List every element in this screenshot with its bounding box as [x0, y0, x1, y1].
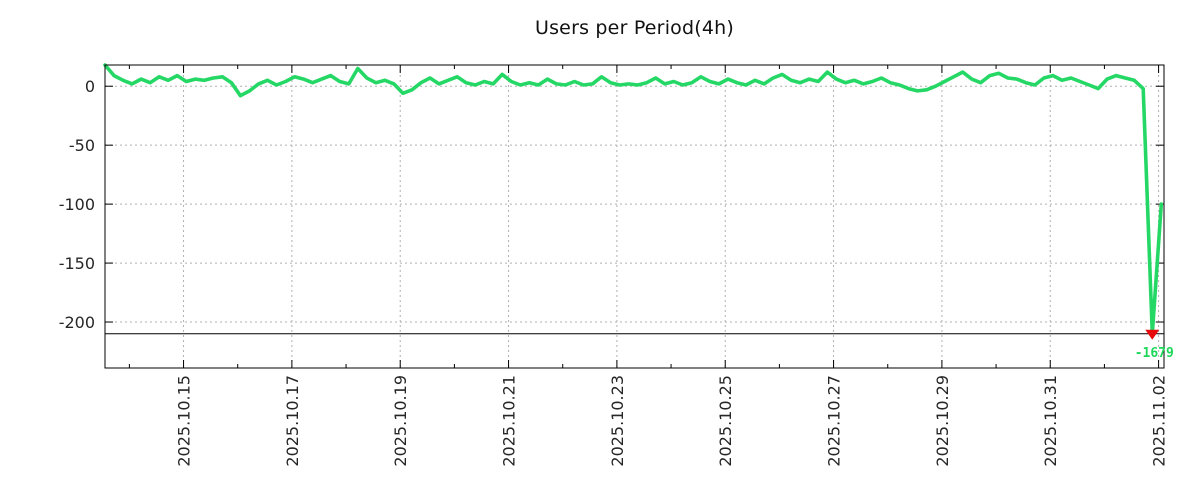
min-value-label: -1679 [1135, 346, 1174, 361]
chart-title: Users per Period(4h) [534, 17, 735, 39]
y-tick-label: -50 [69, 136, 95, 155]
y-tick-label: 0 [85, 77, 95, 96]
x-tick-label: 2025.10.31 [1041, 375, 1060, 467]
plot-border [104, 64, 1165, 369]
x-tick-label: 2025.11.02 [1150, 375, 1169, 467]
min-marker-triangle-icon [1145, 329, 1160, 340]
x-tick-label: 2025.10.27 [825, 375, 844, 467]
x-tick-label: 2025.10.19 [391, 375, 410, 467]
y-tick-label: -100 [59, 195, 95, 214]
x-tick-label: 2025.10.15 [175, 375, 194, 467]
y-tick-label: -150 [59, 254, 95, 273]
y-tick-label: -200 [59, 313, 95, 332]
users-series-line [103, 63, 1164, 336]
x-tick-label: 2025.10.23 [608, 375, 627, 467]
x-tick-label: 2025.10.21 [500, 375, 519, 467]
x-tick-label: 2025.10.25 [716, 375, 735, 467]
x-tick-label: 2025.10.29 [933, 375, 952, 467]
x-tick-label: 2025.10.17 [283, 375, 302, 467]
